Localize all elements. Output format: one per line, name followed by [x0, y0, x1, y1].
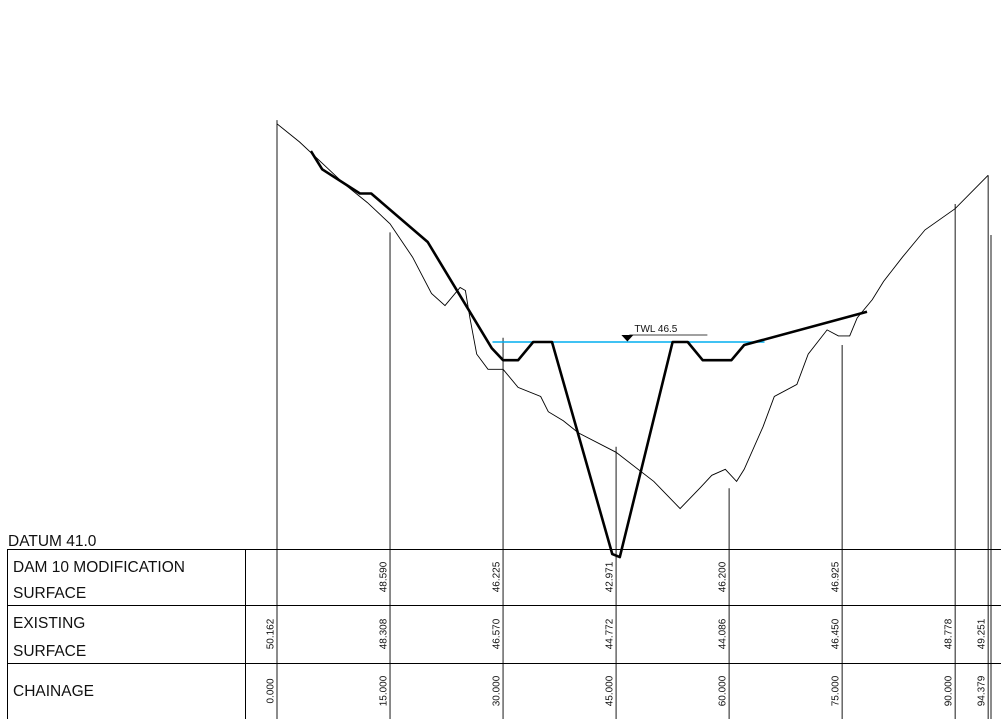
twl-marker: TWL 46.5 — [621, 324, 708, 342]
existing-value: 48.778 — [944, 618, 955, 649]
twl-triangle-icon — [621, 335, 634, 342]
station-values: 50.162 0.000 48.590 48.308 15.000 46.225 46.57… — [266, 561, 988, 706]
existing-value: 44.772 — [605, 618, 616, 649]
chainage-value: 90.000 — [944, 675, 955, 706]
modification-value: 48.590 — [379, 561, 390, 592]
modification-value: 46.925 — [831, 561, 842, 592]
datum-label: DATUM 41.0 — [8, 533, 97, 550]
existing-value: 46.450 — [831, 618, 842, 649]
existing-value: 44.086 — [718, 618, 729, 649]
existing-value: 48.308 — [379, 618, 390, 649]
existing-value: 46.570 — [492, 618, 503, 649]
station-lines — [276, 120, 992, 719]
existing-value: 49.251 — [977, 618, 988, 649]
data-table — [7, 549, 1001, 719]
chainage-value: 60.000 — [718, 675, 729, 706]
modification-surface-line — [309, 150, 868, 559]
modification-row-label-line2: SURFACE — [13, 585, 86, 602]
chainage-value: 15.000 — [379, 675, 390, 706]
existing-surface-line — [276, 123, 989, 510]
chainage-value: 75.000 — [831, 675, 842, 706]
existing-row-label-line1: EXISTING — [13, 615, 85, 632]
existing-value: 50.162 — [266, 618, 277, 649]
chainage-value: 0.000 — [266, 678, 277, 703]
twl-label: TWL 46.5 — [634, 324, 677, 335]
modification-value: 46.200 — [718, 561, 729, 592]
row-labels: DATUM 41.0 DAM 10 MODIFICATION SURFACE E… — [8, 533, 185, 700]
chainage-row-label: CHAINAGE — [13, 683, 94, 700]
modification-value: 42.971 — [605, 561, 616, 592]
chainage-value: 94.379 — [977, 675, 988, 706]
chainage-value: 45.000 — [605, 675, 616, 706]
chainage-value: 30.000 — [492, 675, 503, 706]
existing-row-label-line2: SURFACE — [13, 643, 86, 660]
modification-value: 46.225 — [492, 561, 503, 592]
modification-row-label-line1: DAM 10 MODIFICATION — [13, 559, 185, 576]
